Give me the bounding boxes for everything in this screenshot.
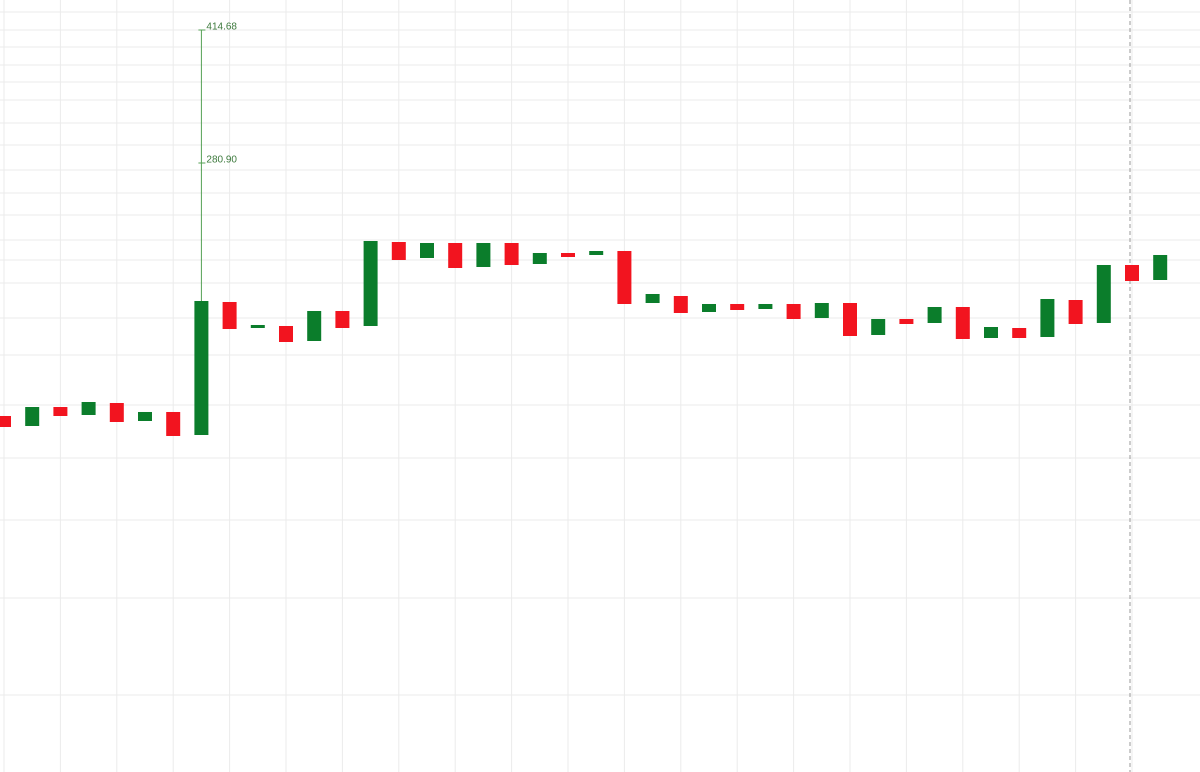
candle (138, 411, 152, 421)
candle (1068, 299, 1083, 324)
candle (250, 324, 265, 328)
candle (25, 407, 40, 427)
candle (589, 250, 604, 255)
candle (391, 241, 406, 260)
candle (0, 415, 11, 427)
candle (279, 325, 293, 342)
candle (617, 250, 632, 304)
candle (899, 318, 914, 324)
candle (955, 306, 970, 340)
candle (363, 240, 378, 326)
candle (109, 402, 124, 422)
candle (1012, 327, 1027, 338)
candle (448, 242, 463, 268)
candle (420, 242, 434, 258)
candle (758, 303, 773, 309)
candle (1040, 298, 1055, 337)
candle (673, 295, 688, 313)
candle (561, 252, 575, 258)
candle (166, 411, 181, 436)
candle (871, 318, 886, 335)
candle (307, 310, 322, 341)
candle (645, 293, 660, 304)
wick-label: 280.90 (206, 155, 237, 166)
candle (1096, 264, 1111, 323)
candle (476, 242, 491, 267)
candle (194, 300, 209, 435)
candle (53, 407, 68, 416)
candle (222, 301, 237, 329)
candle (984, 327, 998, 338)
candle (532, 252, 547, 265)
candle (702, 303, 716, 312)
candle (814, 303, 829, 318)
candle (81, 402, 96, 415)
candle (730, 303, 745, 311)
candle (1125, 264, 1139, 282)
wick-label: 414.68 (206, 22, 237, 33)
candle (504, 242, 519, 265)
candle (843, 303, 857, 336)
candle (927, 306, 942, 323)
candle (1153, 254, 1168, 280)
candle (786, 303, 801, 319)
candle (335, 310, 350, 328)
